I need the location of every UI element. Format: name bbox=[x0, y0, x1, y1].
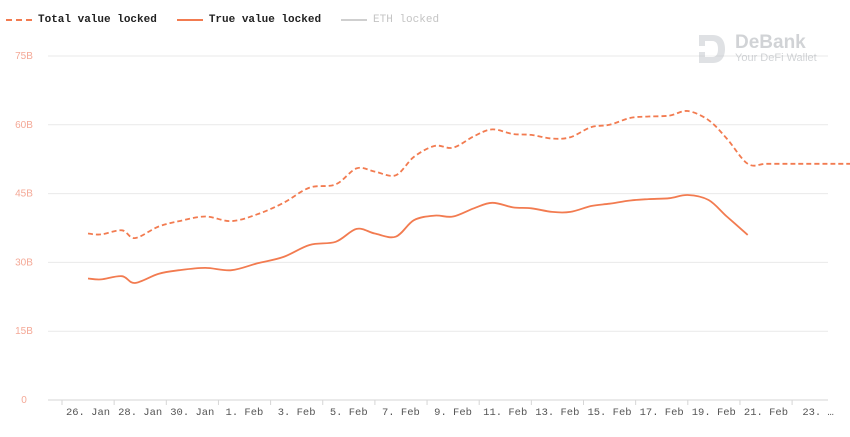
watermark-tagline: Your DeFi Wallet bbox=[735, 51, 817, 64]
x-tick-label: 15. Feb bbox=[587, 407, 631, 419]
grey-line-swatch-icon bbox=[341, 19, 368, 21]
legend-label: Total value locked bbox=[38, 14, 157, 26]
x-tick-label: 28. Jan bbox=[118, 407, 162, 419]
total-value-locked-line bbox=[87, 110, 850, 239]
dashed-line-swatch-icon bbox=[6, 19, 32, 21]
x-tick-label: 21. Feb bbox=[744, 407, 788, 419]
y-tick-label: 60B bbox=[15, 120, 33, 131]
x-tick-label: 7. Feb bbox=[382, 407, 420, 419]
chart-legend: Total value locked True value locked ETH… bbox=[6, 14, 439, 26]
x-tick-label: 23. … bbox=[802, 407, 834, 419]
x-tick-label: 19. Feb bbox=[692, 407, 736, 419]
x-tick-label: 26. Jan bbox=[66, 407, 110, 419]
legend-item-total-value-locked[interactable]: Total value locked bbox=[6, 14, 157, 26]
debank-watermark: DeBank Your DeFi Wallet bbox=[697, 33, 817, 65]
x-tick-label: 5. Feb bbox=[330, 407, 368, 419]
solid-line-swatch-icon bbox=[176, 19, 203, 21]
legend-item-true-value-locked[interactable]: True value locked bbox=[176, 14, 322, 26]
x-tick-label: 3. Feb bbox=[278, 407, 316, 419]
watermark-name: DeBank bbox=[735, 31, 806, 53]
x-tick-label: 30. Jan bbox=[170, 407, 214, 419]
y-tick-label: 75B bbox=[15, 51, 33, 62]
y-tick-label: 45B bbox=[15, 189, 33, 200]
legend-label: ETH locked bbox=[373, 14, 440, 26]
x-tick-label: 9. Feb bbox=[434, 407, 472, 419]
y-tick-label: 0 bbox=[21, 395, 27, 406]
x-tick-label: 13. Feb bbox=[535, 407, 579, 419]
x-tick-label: 1. Feb bbox=[226, 407, 264, 419]
legend-label: True value locked bbox=[208, 14, 322, 26]
y-tick-label: 30B bbox=[15, 257, 33, 268]
true-value-locked-line bbox=[87, 194, 749, 284]
y-tick-label: 15B bbox=[15, 326, 33, 337]
x-tick-label: 17. Feb bbox=[640, 407, 684, 419]
x-tick-label: 11. Feb bbox=[483, 407, 527, 419]
debank-logo-icon bbox=[699, 35, 725, 63]
legend-item-eth-locked[interactable]: ETH locked bbox=[341, 14, 439, 26]
